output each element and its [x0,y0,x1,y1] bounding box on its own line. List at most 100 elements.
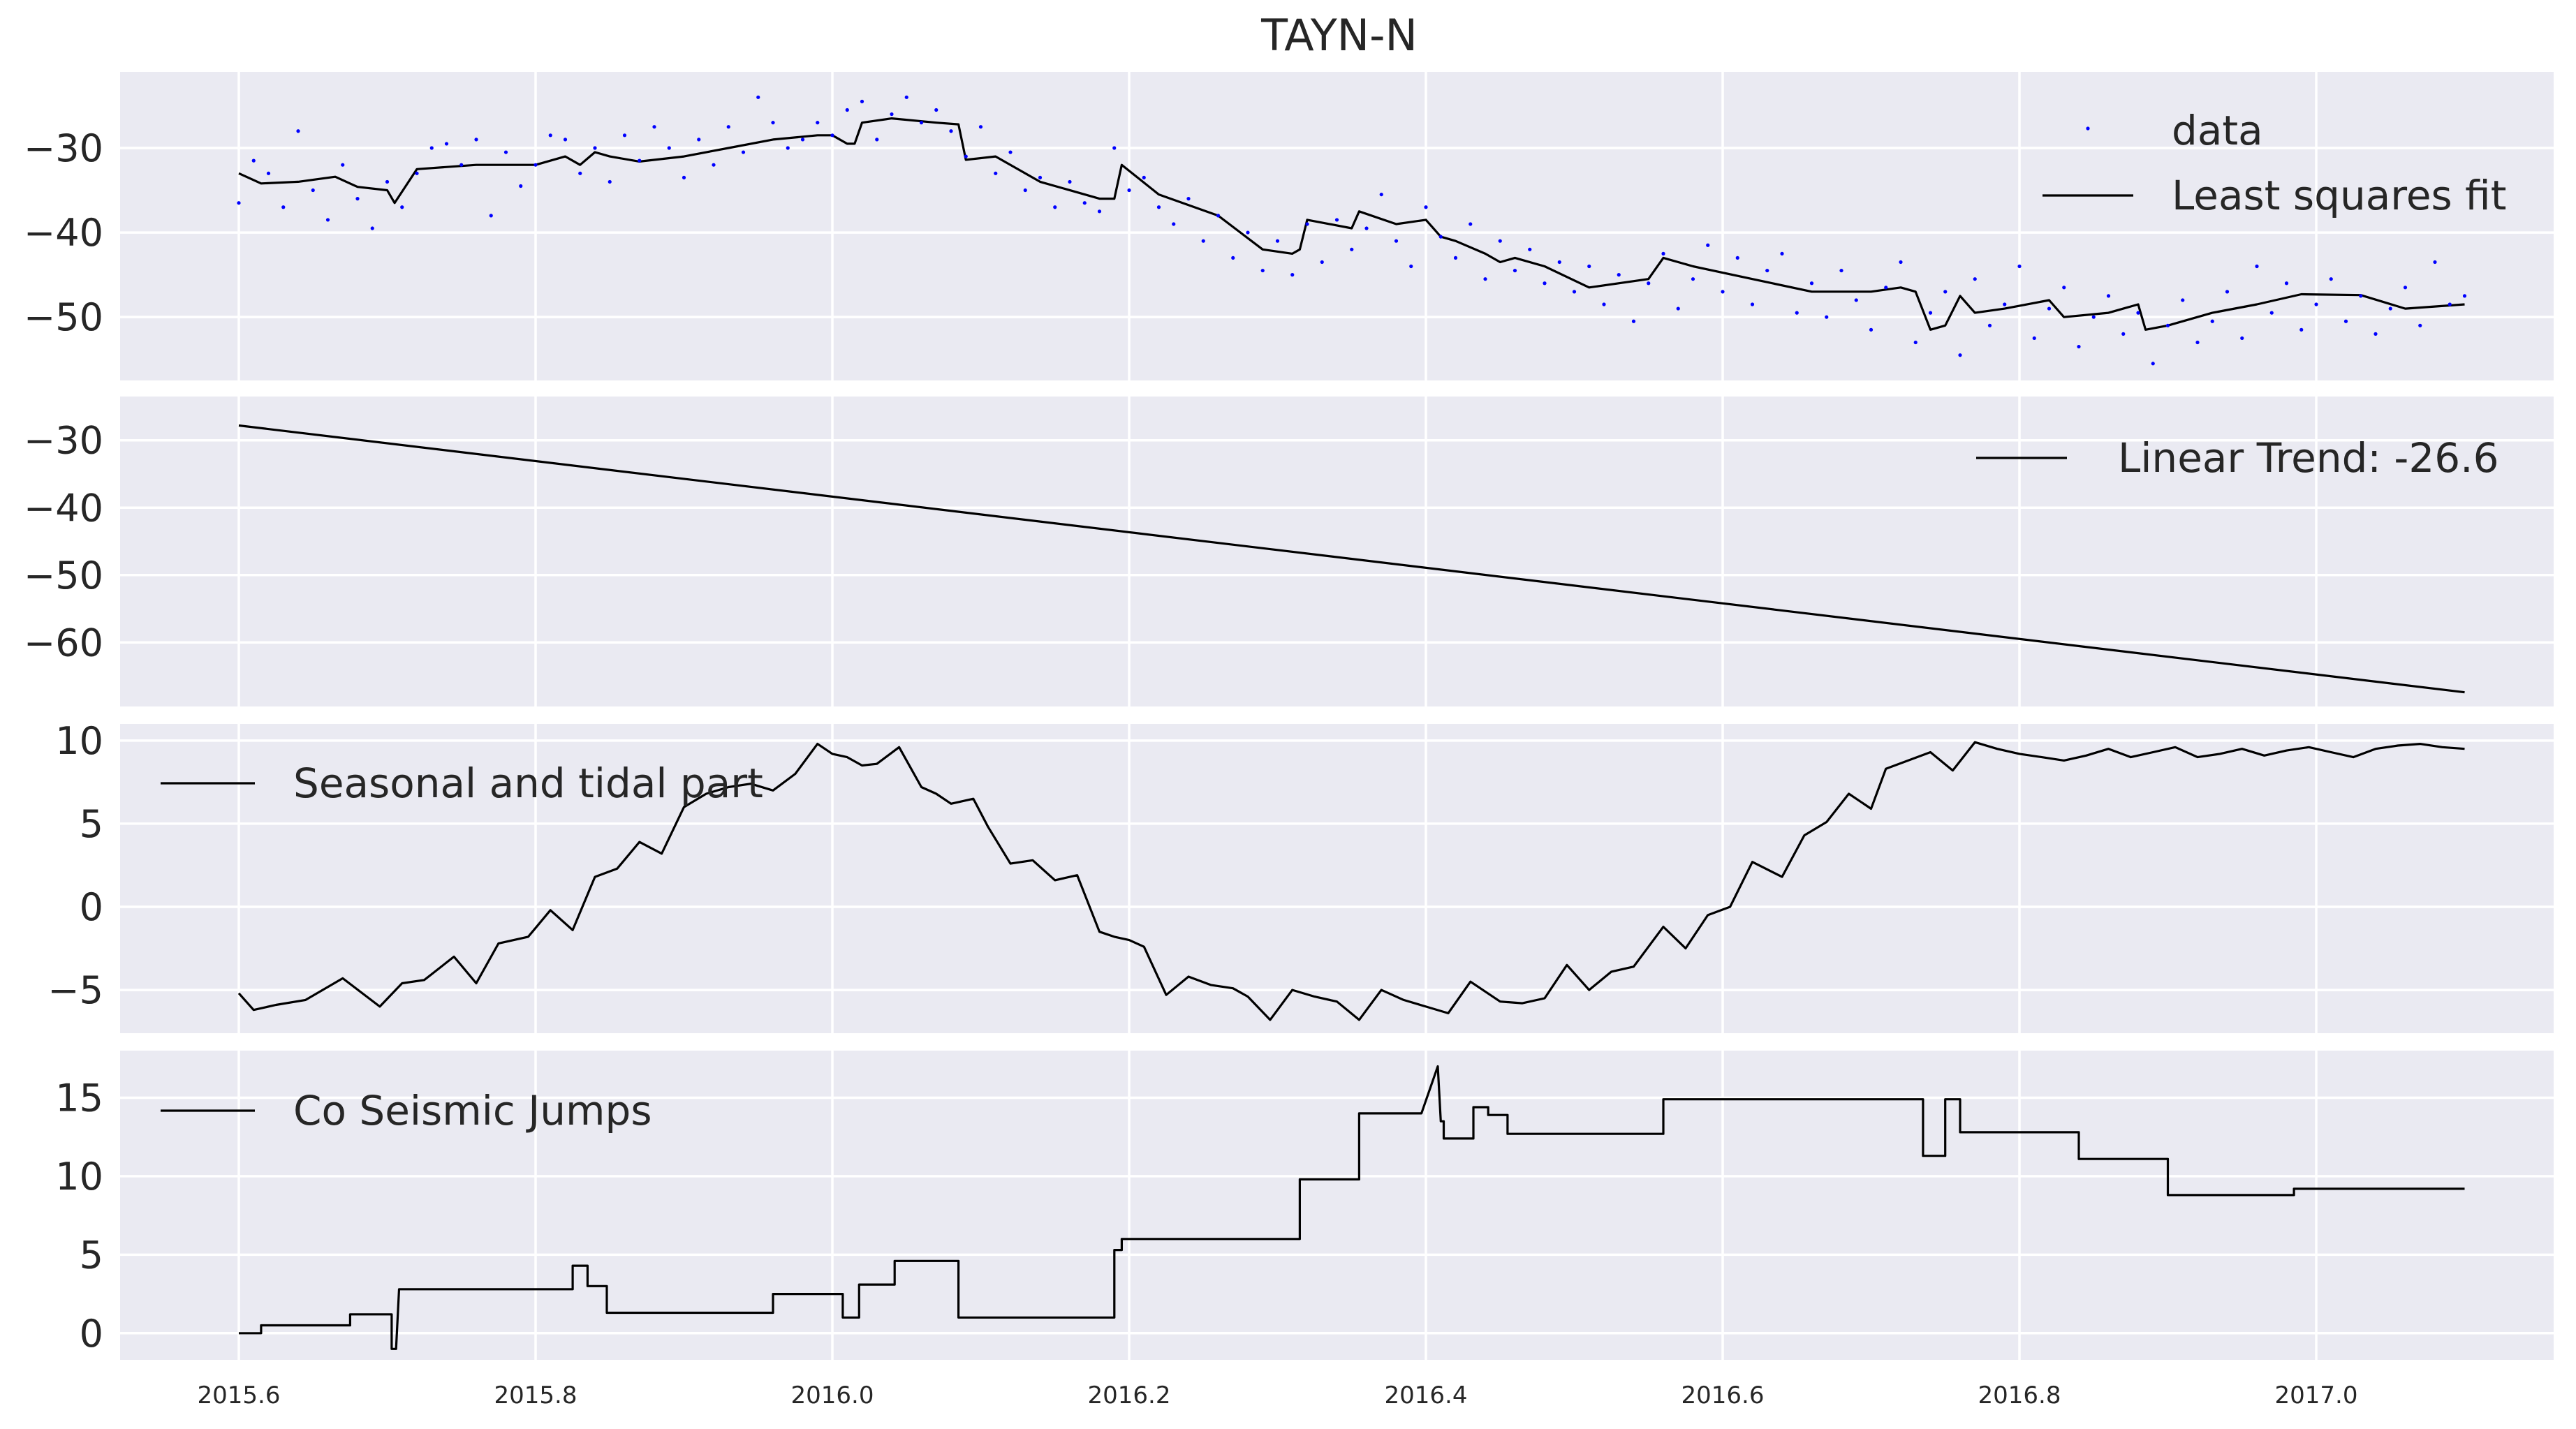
y-tick-label: −5 [47,968,103,1012]
data-point [1869,327,1874,332]
data-point [919,121,924,125]
data-point [1691,277,1695,281]
data-point [712,163,716,167]
data-point [682,175,686,179]
data-point [1275,239,1280,243]
coseismic-yticks: 15 10 5 0 [55,1076,103,1355]
data-point [1721,290,1725,294]
data-point [1973,277,1977,281]
data-point [978,125,983,129]
data-point [2299,327,2304,332]
data-point [1260,268,1265,273]
co-seismic-jumps-line [239,1065,2465,1350]
x-tick-label: 2016.8 [1978,1382,2061,1409]
data-point [1290,273,1295,277]
data-point [1053,205,1057,209]
data-point [1186,197,1191,201]
y-tick-label: 0 [80,1312,103,1356]
data-point [2462,294,2467,298]
legend-seasonal-label: Seasonal and tidal part [293,760,763,807]
data-point [1617,273,1621,277]
data-point [2047,306,2052,311]
data-fit-yticks: −30 −40 −50 [24,126,103,339]
linear-trend-legend: Linear Trend: -26.6 [1976,434,2498,482]
data-point [1469,222,1473,226]
data-point [2225,290,2230,294]
data-point [2433,260,2437,265]
data-point [2240,336,2244,341]
y-tick-label: −40 [24,211,103,255]
linear-trend-panel: −30 −40 −50 −60 Linear Trend: -26.6 [24,397,2554,706]
data-point [1350,247,1354,251]
data-point [429,146,434,150]
coseismic-legend: Co Seismic Jumps [161,1087,652,1134]
data-fit-legend: data Least squares fit [2043,107,2506,219]
coseismic-plot [239,1065,2465,1350]
x-tick-label: 2015.6 [198,1382,281,1409]
y-tick-label: −50 [24,295,103,339]
y-tick-label: −40 [24,486,103,530]
data-point [1825,315,1829,319]
x-tick-label: 2016.4 [1385,1382,1468,1409]
data-point [726,125,730,129]
data-point [1112,146,1117,150]
data-point [890,112,894,117]
chart-title: TAYN-N [1260,10,1418,61]
data-point [251,158,256,163]
data-point [2136,311,2140,315]
data-point [1156,205,1161,209]
x-axis-tick-labels: 2015.6 2015.8 2016.0 2016.2 2016.4 2016.6 2016… [198,1382,2358,1409]
data-point [816,121,820,125]
linear-trend-gridlines [120,397,2554,706]
data-point [949,129,953,133]
data-point [355,197,360,201]
data-point [830,133,834,138]
data-point [2091,315,2096,319]
data-point [1884,286,1888,290]
x-tick-label: 2016.6 [1681,1382,1765,1409]
data-point [934,108,939,112]
data-point [1795,311,1799,315]
data-point [563,138,568,142]
data-point [1498,239,1502,243]
data-point [593,146,597,150]
data-point [2284,281,2289,286]
y-tick-label: −50 [24,554,103,598]
data-point [1364,226,1369,230]
data-point [2373,332,2378,336]
legend-coseismic-label: Co Seismic Jumps [293,1087,652,1134]
data-point [2329,277,2333,281]
data-point [2017,264,2022,269]
data-point [1987,323,1992,327]
data-point [296,129,300,133]
data-point [1394,239,1399,243]
data-point [1127,188,1131,193]
linear-trend-26-6-line [238,424,2465,694]
data-point [786,146,790,150]
y-tick-label: −60 [24,621,103,665]
y-tick-label: 5 [80,802,103,846]
linear-trend-yticks: −30 −40 −50 −60 [24,419,103,665]
data-point [1647,281,1651,286]
data-point [1201,239,1205,243]
data-point [756,95,760,99]
seasonal-panel-background [120,724,2554,1033]
data-point [1008,150,1013,154]
data-point [845,108,849,112]
x-tick-label: 2015.8 [494,1382,577,1409]
y-tick-label: −30 [24,126,103,170]
data-point [964,154,968,158]
y-tick-label: 15 [55,1076,103,1120]
data-point [1602,302,1606,306]
data-point [2181,298,2185,302]
data-point [548,133,552,138]
data-point [2062,286,2066,290]
y-tick-label: 10 [55,1155,103,1199]
data-point [237,201,241,205]
data-point [2255,264,2259,269]
y-tick-label: 10 [55,719,103,763]
data-point [608,179,612,184]
data-point [1839,268,1843,273]
data-fit-gridlines [120,72,2554,380]
